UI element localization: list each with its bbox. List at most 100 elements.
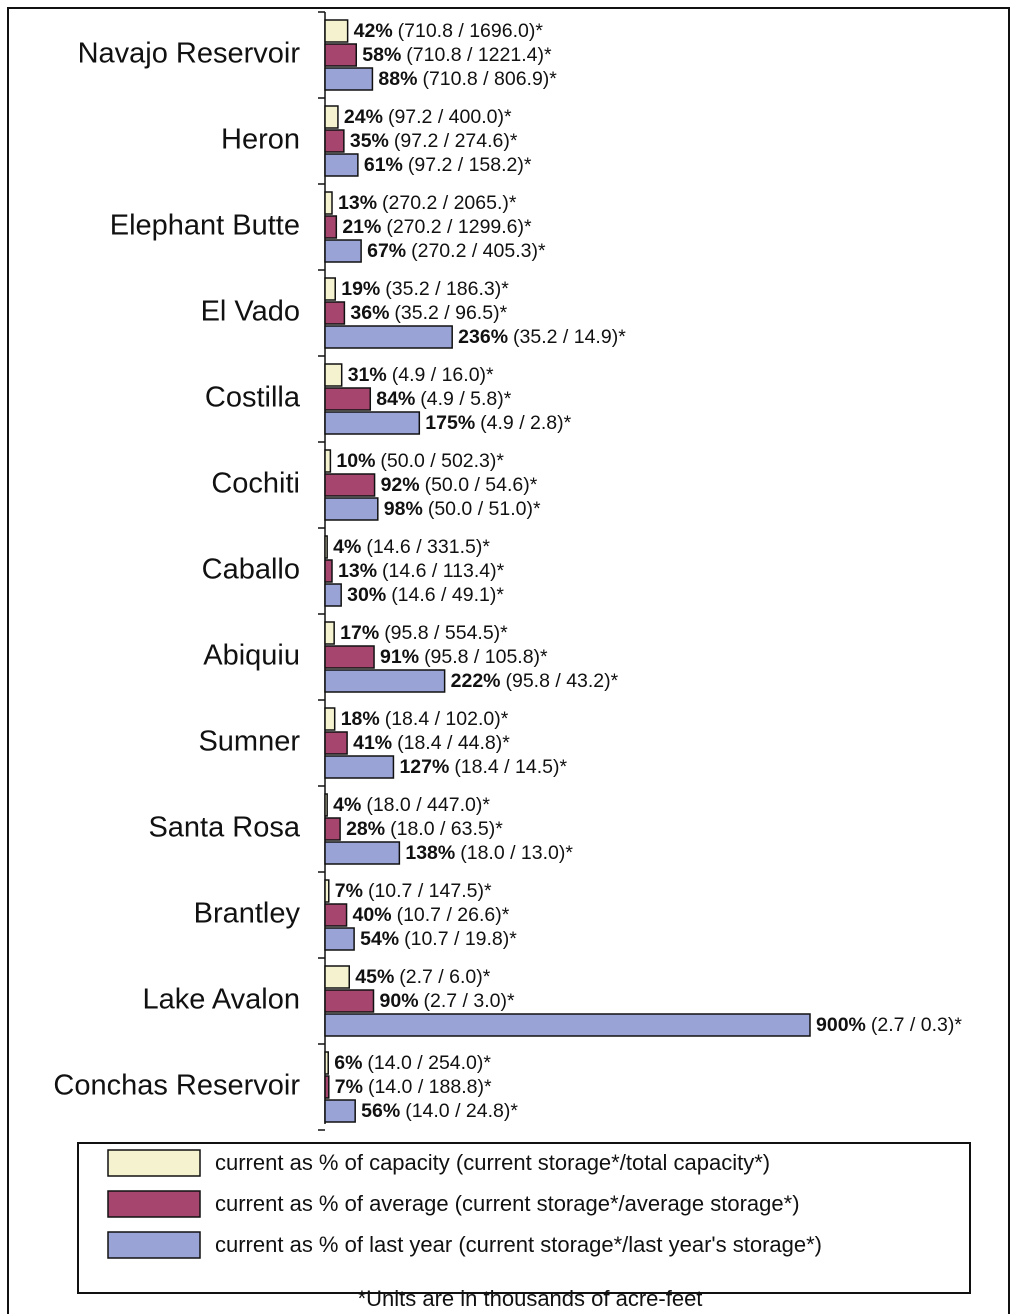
data-label: 54% (10.7 / 19.8)* — [360, 928, 517, 950]
legend-swatch — [107, 1231, 201, 1259]
data-label-value: 67% — [367, 240, 406, 262]
data-label: 98% (50.0 / 51.0)* — [384, 498, 541, 520]
bar — [324, 927, 355, 951]
data-label-note: (35.2 / 14.9)* — [513, 326, 626, 348]
data-label-note: (95.8 / 43.2)* — [506, 670, 619, 692]
data-label-value: 7% — [335, 1076, 363, 1098]
data-label-note: (270.2 / 2065.)* — [382, 192, 517, 214]
data-label-note: (14.6 / 113.4)* — [382, 560, 505, 582]
data-label-note: (14.0 / 188.8)* — [368, 1076, 492, 1098]
data-label: 7% (14.0 / 188.8)* — [335, 1076, 492, 1098]
data-label: 36% (35.2 / 96.5)* — [350, 302, 507, 324]
bar — [324, 1075, 330, 1099]
legend-swatch — [107, 1190, 201, 1218]
bar — [324, 989, 375, 1013]
data-label-value: 54% — [360, 928, 399, 950]
data-label-value: 7% — [335, 880, 363, 902]
bar — [324, 1013, 811, 1037]
data-label-note: (97.2 / 158.2)* — [408, 154, 532, 176]
data-label-value: 175% — [425, 412, 475, 434]
data-label-value: 31% — [348, 364, 387, 386]
bar — [324, 903, 348, 927]
data-label-note: (18.4 / 102.0)* — [385, 708, 509, 730]
data-label-note: (14.6 / 49.1)* — [391, 584, 504, 606]
data-label-note: (4.9 / 2.8)* — [480, 412, 571, 434]
bar — [324, 301, 346, 325]
legend-label: current as % of average (current storage… — [215, 1191, 800, 1216]
data-label: 10% (50.0 / 502.3)* — [336, 450, 504, 472]
bar — [324, 387, 372, 411]
data-label-value: 90% — [380, 990, 419, 1012]
data-label-note: (18.0 / 447.0)* — [366, 794, 490, 816]
data-label-value: 56% — [361, 1100, 400, 1122]
data-label-value: 138% — [405, 842, 455, 864]
bar — [324, 645, 375, 669]
data-label-note: (2.7 / 6.0)* — [399, 966, 490, 988]
data-label: 31% (4.9 / 16.0)* — [348, 364, 494, 386]
bar — [324, 363, 343, 387]
data-label: 17% (95.8 / 554.5)* — [340, 622, 508, 644]
data-label-value: 17% — [340, 622, 379, 644]
data-label-note: (10.7 / 147.5)* — [368, 880, 492, 902]
data-label-note: (18.0 / 13.0)* — [460, 842, 573, 864]
data-label: 4% (14.6 / 331.5)* — [333, 536, 490, 558]
data-label-note: (50.0 / 502.3)* — [380, 450, 504, 472]
data-label: 13% (270.2 / 2065.)* — [338, 192, 517, 214]
bar — [324, 669, 446, 693]
data-label: 900% (2.7 / 0.3)* — [816, 1014, 962, 1036]
bar — [324, 191, 333, 215]
data-label-value: 58% — [362, 44, 401, 66]
data-label-value: 19% — [341, 278, 380, 300]
data-label-note: (2.7 / 3.0)* — [424, 990, 515, 1012]
legend-box — [77, 1142, 971, 1294]
bar — [324, 559, 333, 583]
data-label: 88% (710.8 / 806.9)* — [378, 68, 557, 90]
bar — [324, 755, 395, 779]
category-label: Costilla — [205, 382, 301, 414]
data-label: 21% (270.2 / 1299.6)* — [342, 216, 532, 238]
data-label-note: (710.8 / 1696.0)* — [398, 20, 544, 42]
data-label-note: (710.8 / 1221.4)* — [406, 44, 552, 66]
bar — [324, 879, 330, 903]
data-label-value: 84% — [376, 388, 415, 410]
data-label-note: (10.7 / 26.6)* — [397, 904, 510, 926]
data-label: 56% (14.0 / 24.8)* — [361, 1100, 518, 1122]
data-label-note: (95.8 / 554.5)* — [384, 622, 508, 644]
bar — [324, 277, 336, 301]
data-label-note: (50.0 / 51.0)* — [428, 498, 541, 520]
bar — [324, 411, 421, 435]
bar — [324, 215, 338, 239]
bar — [324, 239, 362, 263]
data-label-value: 88% — [378, 68, 417, 90]
data-label-note: (270.2 / 1299.6)* — [386, 216, 532, 238]
category-label: Abiquiu — [203, 640, 300, 672]
footnote: *Units are in thousands of acre-feet — [358, 1286, 703, 1311]
legend-label: current as % of capacity (current storag… — [215, 1150, 770, 1175]
bar — [324, 43, 358, 67]
bar — [324, 621, 335, 645]
data-label-value: 61% — [364, 154, 403, 176]
data-label-value: 45% — [355, 966, 394, 988]
bar — [324, 583, 342, 607]
data-label-value: 13% — [338, 192, 377, 214]
data-label-note: (18.4 / 14.5)* — [454, 756, 567, 778]
data-label-value: 4% — [333, 536, 361, 558]
data-label-value: 222% — [451, 670, 501, 692]
category-label: Elephant Butte — [110, 210, 300, 242]
data-label-value: 92% — [381, 474, 420, 496]
data-label-note: (18.0 / 63.5)* — [390, 818, 503, 840]
data-label-note: (95.8 / 105.8)* — [424, 646, 548, 668]
data-label-value: 40% — [353, 904, 392, 926]
data-label-note: (2.7 / 0.3)* — [871, 1014, 962, 1036]
data-label: 42% (710.8 / 1696.0)* — [354, 20, 544, 42]
bar — [324, 19, 349, 43]
bar — [324, 707, 336, 731]
data-label-note: (97.2 / 274.6)* — [394, 130, 518, 152]
data-label: 19% (35.2 / 186.3)* — [341, 278, 509, 300]
bar — [324, 325, 453, 349]
data-label-value: 900% — [816, 1014, 866, 1036]
data-label-note: (710.8 / 806.9)* — [422, 68, 557, 90]
data-label-value: 4% — [333, 794, 361, 816]
bar — [324, 67, 374, 91]
